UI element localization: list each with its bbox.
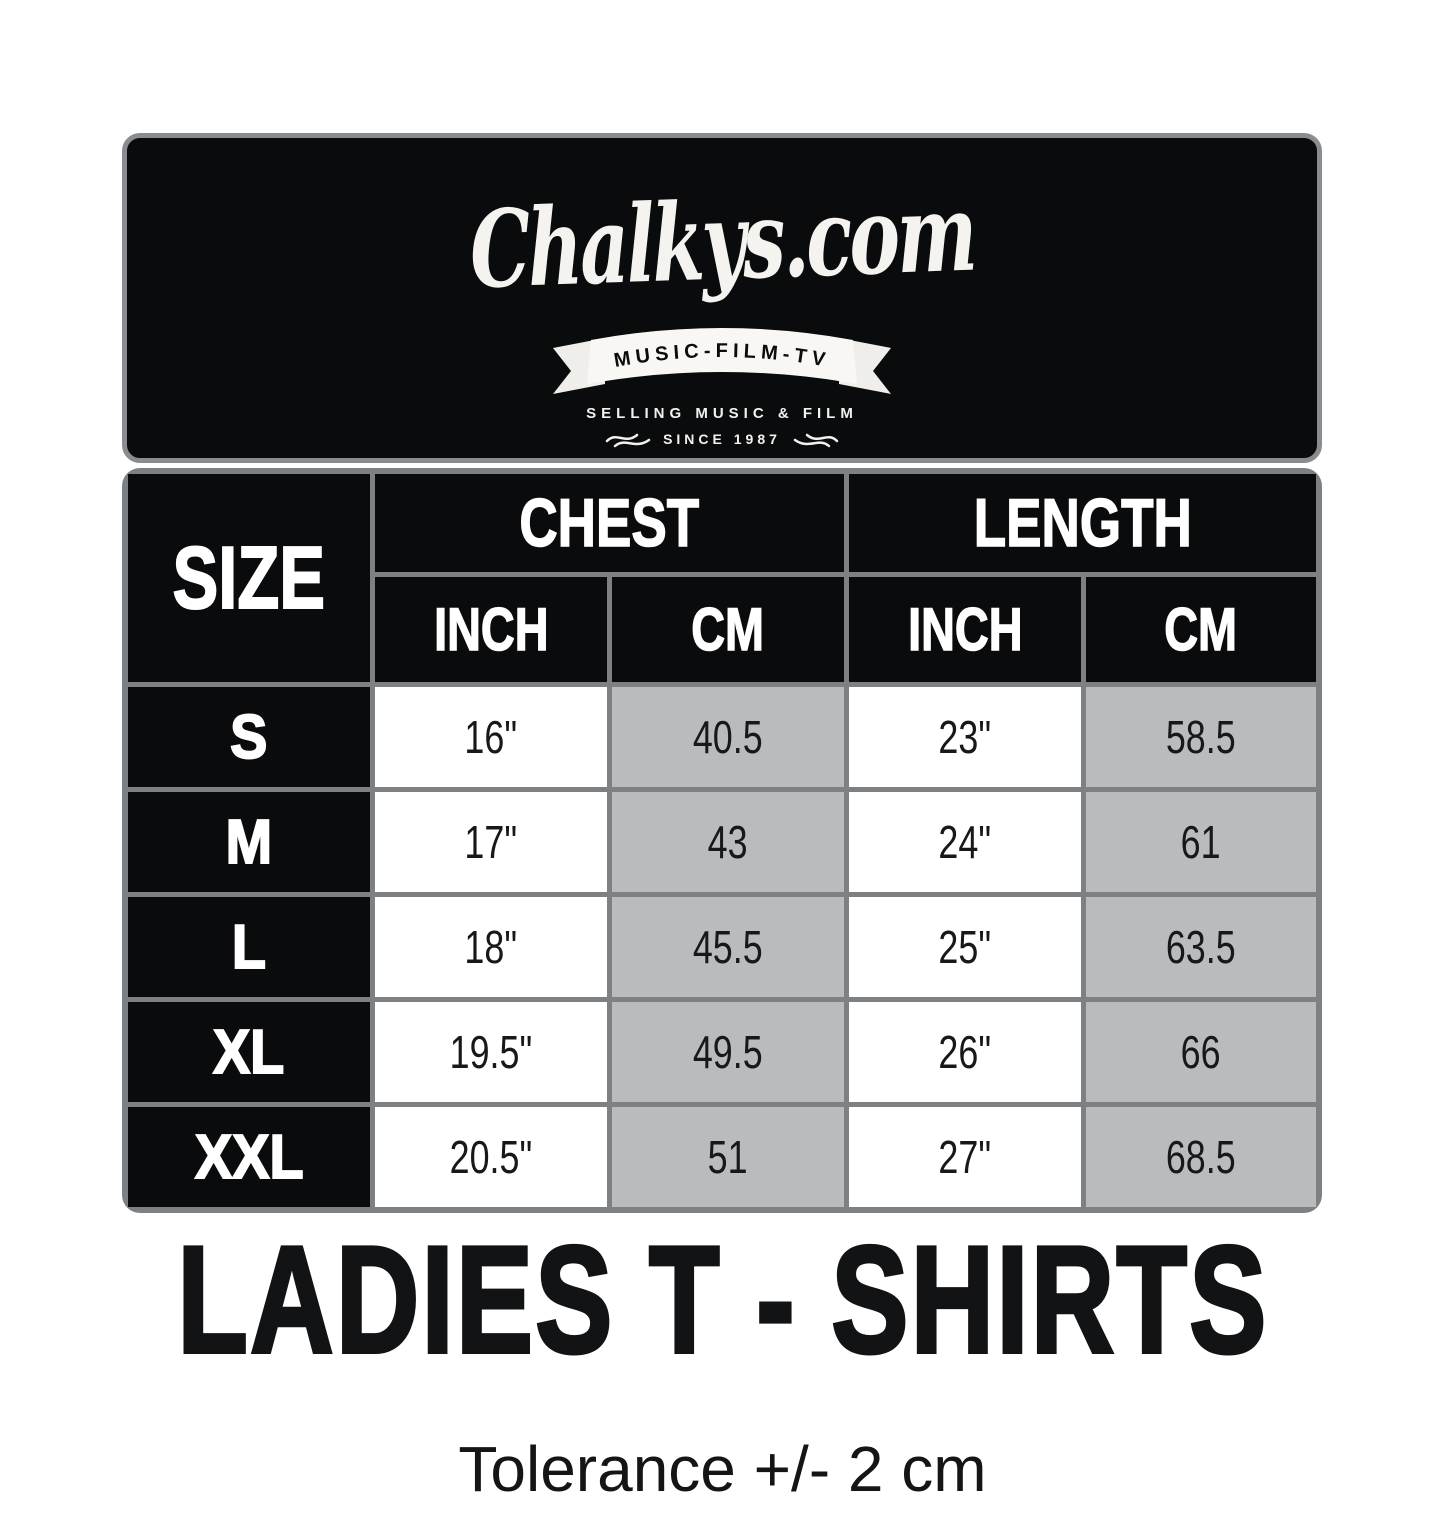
chest-cm-value: 45.5 (612, 897, 844, 997)
page-title: LADIES T - SHIRTS (175, 1215, 1269, 1385)
length-inch-value: 27" (849, 1107, 1081, 1207)
length-cm-header: CM (1086, 577, 1316, 682)
chest-inch-value: 20.5" (375, 1107, 607, 1207)
length-cm-value: 66 (1086, 1002, 1316, 1102)
size-label: S (128, 687, 370, 787)
length-inch-header: INCH (849, 577, 1081, 682)
size-label: XXL (128, 1107, 370, 1207)
chest-inch-header: INCH (375, 577, 607, 682)
length-inch-value: 24" (849, 792, 1081, 892)
length-inch-value: 23" (849, 687, 1081, 787)
tolerance-note: Tolerance +/- 2 cm (458, 1433, 987, 1505)
chest-cm-value: 49.5 (612, 1002, 844, 1102)
ribbon-banner: MUSIC-FILM-TV (547, 318, 897, 398)
chest-cm-value: 43 (612, 792, 844, 892)
chest-cm-value: 51 (612, 1107, 844, 1207)
brand-since-row: SINCE 1987 (605, 429, 839, 449)
length-inch-value: 26" (849, 1002, 1081, 1102)
brand-logo: Chalkys.com (467, 170, 977, 313)
chest-inch-value: 18" (375, 897, 607, 997)
flourish-icon (605, 429, 651, 449)
length-cm-value: 68.5 (1086, 1107, 1316, 1207)
size-column-header: SIZE (128, 474, 370, 682)
chest-group-header: CHEST (375, 474, 844, 572)
brand-header-panel: Chalkys.com MUSIC-FILM-TV SELLING MUSIC … (122, 133, 1322, 463)
length-group-header: LENGTH (849, 474, 1316, 572)
chest-cm-header: CM (612, 577, 844, 682)
flourish-icon (793, 429, 839, 449)
size-label: L (128, 897, 370, 997)
size-label: XL (128, 1002, 370, 1102)
size-label: M (128, 792, 370, 892)
chest-inch-value: 16" (375, 687, 607, 787)
ribbon-banner-icon: MUSIC-FILM-TV (553, 328, 891, 394)
chest-inch-value: 19.5" (375, 1002, 607, 1102)
brand-tagline: SELLING MUSIC & FILM (586, 405, 858, 422)
length-cm-value: 58.5 (1086, 687, 1316, 787)
length-inch-value: 25" (849, 897, 1081, 997)
length-cm-value: 63.5 (1086, 897, 1316, 997)
brand-since: SINCE 1987 (663, 431, 781, 447)
size-chart-table: SIZE CHEST LENGTH INCH CM INCH CM S 16" … (122, 468, 1322, 1213)
chest-cm-value: 40.5 (612, 687, 844, 787)
length-cm-value: 61 (1086, 792, 1316, 892)
chest-inch-value: 17" (375, 792, 607, 892)
